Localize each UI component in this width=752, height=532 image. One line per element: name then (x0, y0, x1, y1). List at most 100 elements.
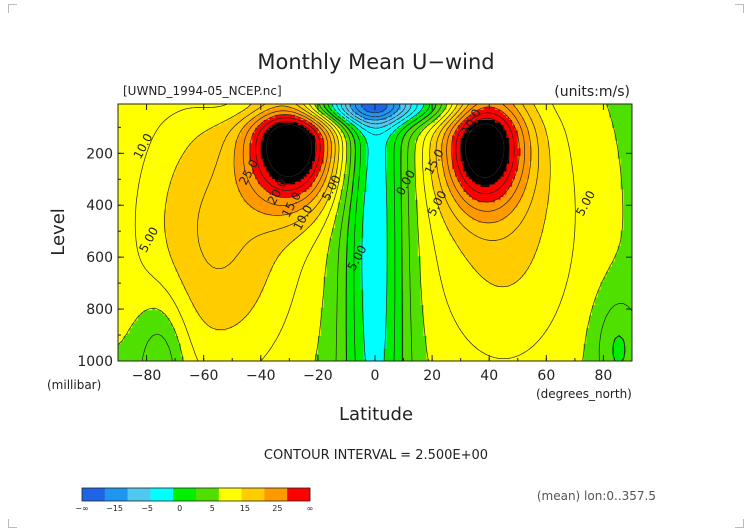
contour-cell (346, 348, 350, 352)
contour-cell (349, 345, 353, 349)
contour-cell (423, 343, 427, 347)
contour-cell (452, 350, 456, 354)
contour-cell (152, 350, 156, 354)
contour-cell (492, 350, 496, 354)
contour-cell (366, 345, 370, 349)
contour-cell (574, 350, 579, 354)
contour-cell (446, 350, 450, 354)
contour-cell (180, 345, 185, 349)
contour-cell (446, 353, 450, 357)
contour-cell (263, 358, 268, 361)
contour-cell (195, 348, 199, 352)
contour-cell (126, 350, 131, 354)
contour-cell (397, 343, 402, 347)
contour-cell (429, 343, 433, 347)
contour-cell (486, 358, 490, 361)
contour-cell (617, 345, 622, 349)
contour-cell (420, 355, 425, 360)
contour-cell (292, 355, 296, 360)
contour-cell (463, 355, 467, 360)
contour-cell (443, 348, 447, 352)
contour-cell (206, 343, 210, 347)
contour-cell (394, 353, 399, 357)
contour-cell (215, 345, 219, 349)
contour-cell (297, 353, 302, 357)
contour-cell (263, 353, 268, 357)
contour-cell (246, 345, 250, 349)
contour-cell (466, 343, 470, 347)
contour-cell (255, 350, 259, 354)
contour-cell (203, 345, 208, 349)
contour-cell (217, 345, 222, 349)
contour-cell (269, 343, 273, 347)
contour-cell (246, 350, 250, 354)
contour-cell (206, 355, 210, 360)
contour-cell (409, 358, 413, 361)
contour-cell (269, 355, 273, 360)
contour-cell (612, 345, 616, 349)
contour-cell (614, 358, 619, 361)
contour-cell (183, 348, 188, 352)
contour-cell (426, 348, 430, 352)
contour-cell (255, 343, 259, 347)
contour-cell (572, 345, 576, 349)
contour-cell (426, 345, 430, 349)
contour-cell (372, 350, 376, 354)
contour-cell (243, 353, 248, 357)
contour-cell (603, 350, 607, 354)
contour-cell (266, 353, 270, 357)
contour-cell (355, 358, 359, 361)
contour-cell (329, 343, 333, 347)
contour-cell (192, 355, 196, 360)
contour-cell (132, 345, 136, 349)
contour-cell (277, 345, 282, 349)
contour-cell (612, 358, 616, 361)
contour-cell (494, 350, 499, 354)
contour-cell (169, 348, 173, 352)
contour-cell (135, 348, 139, 352)
contour-cell (157, 358, 162, 361)
contour-cell (152, 355, 156, 360)
contour-cell (249, 345, 253, 349)
contour-cell (614, 348, 619, 352)
contour-cell (320, 350, 325, 354)
contour-cell (546, 350, 550, 354)
contour-cell (320, 353, 325, 357)
contour-cell (203, 350, 208, 354)
contour-cell (414, 358, 419, 361)
contour-cell (629, 358, 632, 361)
contour-cell (346, 343, 350, 347)
contour-cell (460, 353, 465, 357)
contour-cell (517, 350, 522, 354)
contour-cell (457, 350, 462, 354)
contour-cell (474, 358, 479, 361)
plot-area (118, 104, 632, 361)
contour-cell (563, 355, 567, 360)
contour-cell (217, 350, 222, 354)
contour-cell (612, 350, 616, 354)
contour-cell (540, 350, 545, 354)
contour-cell (363, 348, 368, 352)
contour-cell (432, 355, 436, 360)
contour-cell (129, 343, 133, 347)
contour-cell (517, 348, 522, 352)
contour-cell (309, 358, 313, 361)
contour-cell (497, 355, 502, 360)
contour-cell (463, 353, 467, 357)
contour-cell (606, 353, 610, 357)
contour-cell (557, 350, 562, 354)
contour-cell (583, 353, 587, 357)
contour-cell (377, 343, 382, 347)
contour-cell (432, 350, 436, 354)
contour-cell (626, 350, 630, 354)
contour-cell (132, 358, 136, 361)
contour-cell (163, 353, 168, 357)
contour-cell (295, 350, 299, 354)
contour-cell (500, 350, 505, 354)
contour-cell (514, 358, 519, 361)
contour-cell (352, 348, 356, 352)
contour-cell (275, 350, 279, 354)
contour-cell (240, 348, 245, 352)
contour-cell (257, 355, 262, 360)
contour-cell (143, 343, 148, 347)
